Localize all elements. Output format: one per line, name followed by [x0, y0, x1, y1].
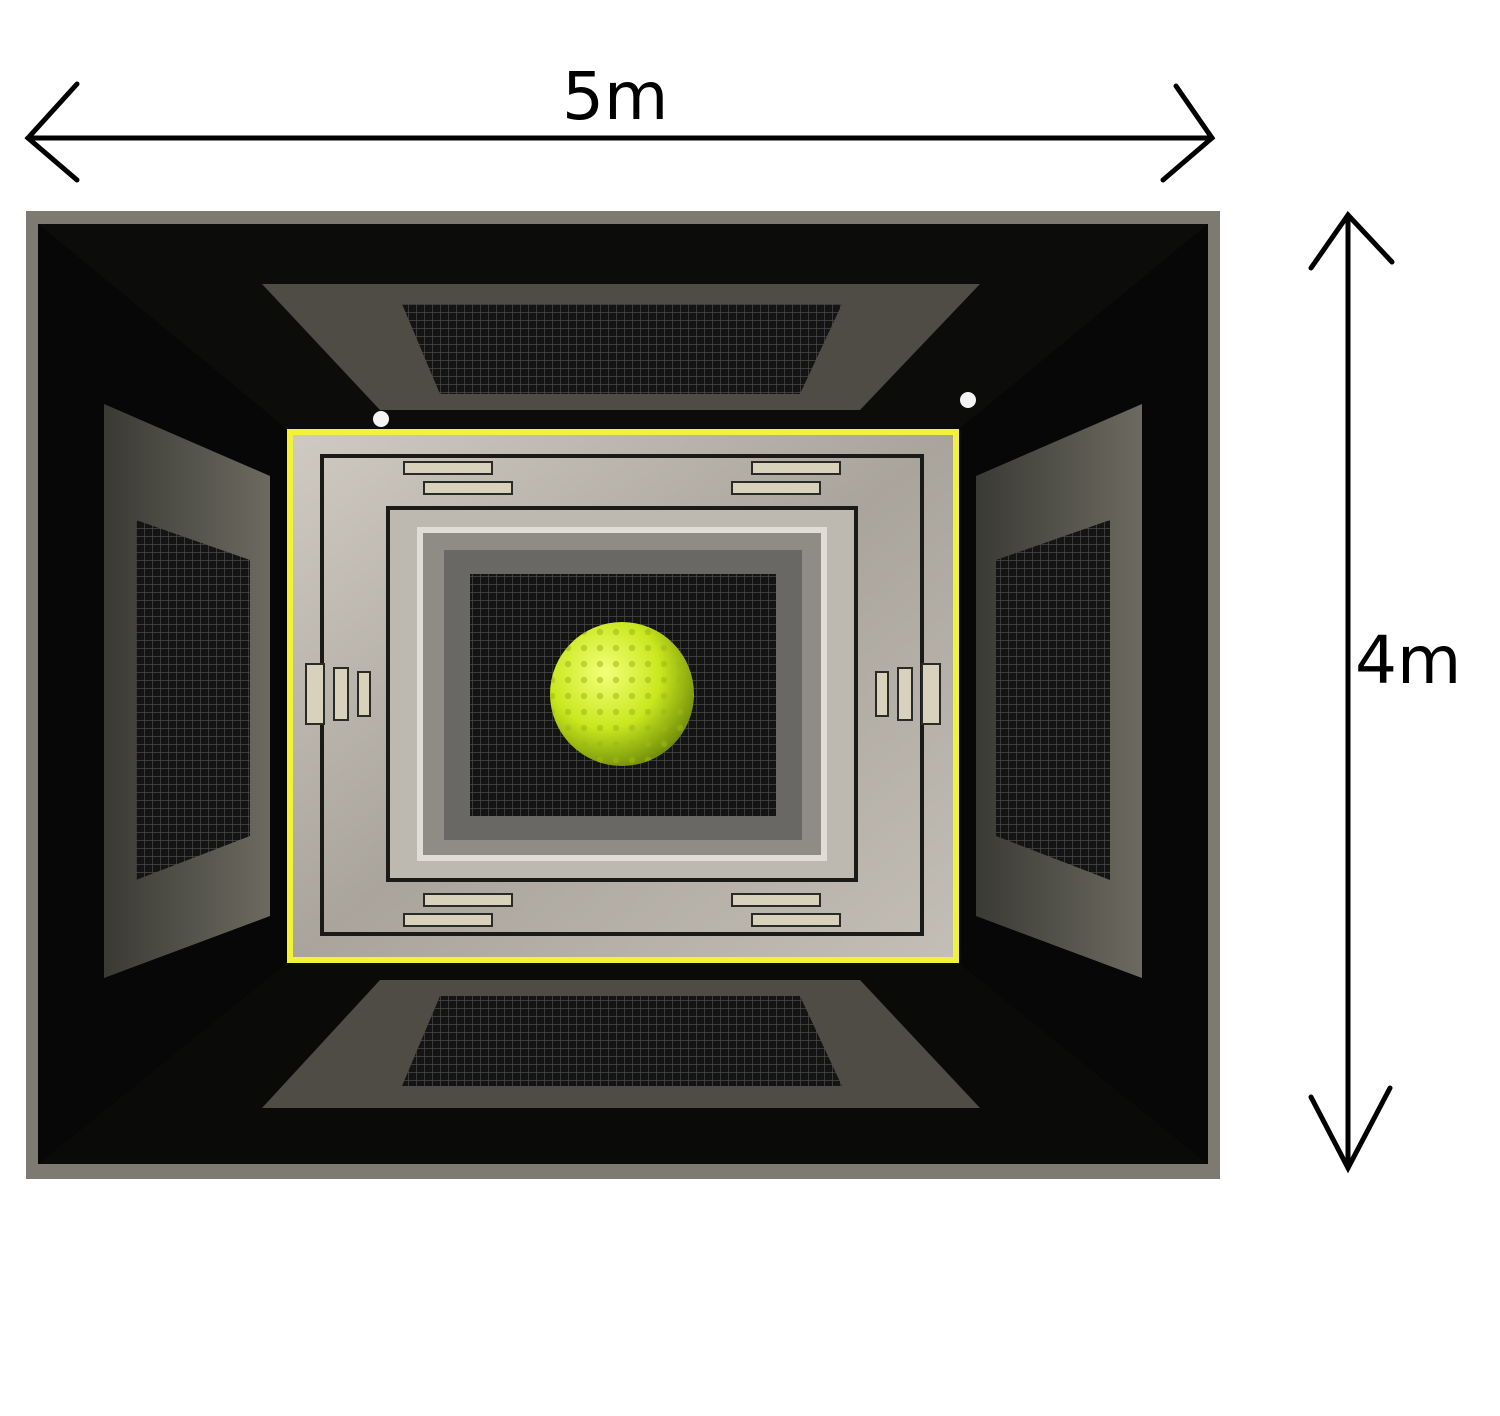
room	[26, 211, 1220, 1179]
highlight-frame	[287, 429, 959, 963]
marker-left	[373, 411, 389, 427]
marker-right	[960, 392, 976, 408]
ball	[550, 622, 694, 766]
height-label: 4m	[1355, 622, 1462, 699]
height-arrow	[1308, 211, 1395, 1174]
width-label: 5m	[562, 58, 669, 135]
width-arrow	[24, 81, 1216, 183]
